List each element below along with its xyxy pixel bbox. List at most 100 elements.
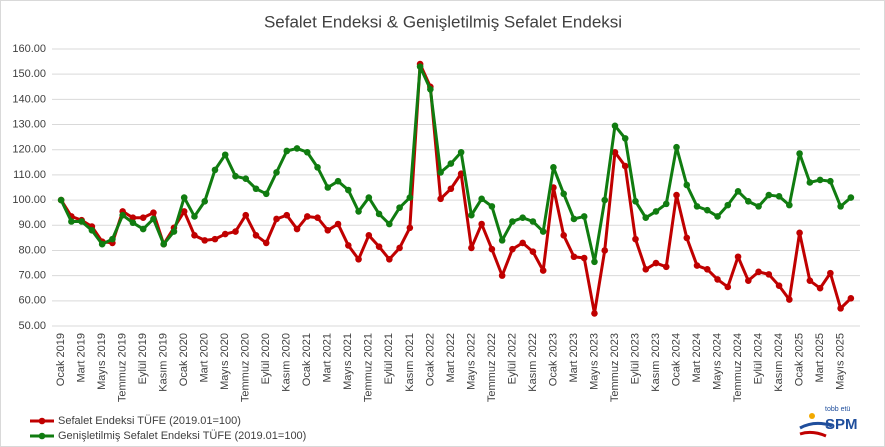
logo-dot [809,413,815,419]
data-point [150,209,157,216]
logo-swoosh [799,430,827,438]
y-tick-label: 70.00 [18,270,46,282]
data-point [580,213,588,220]
x-tick-label: Ocak 2025 [793,333,805,386]
data-point [693,203,701,210]
data-point [673,143,680,151]
x-tick-label: Ocak 2020 [178,333,190,386]
data-point [683,181,691,189]
data-point [78,218,85,225]
data-point [221,230,229,238]
data-point [652,208,660,215]
x-tick-label: Mart 2024 [691,333,703,383]
data-point [724,201,732,209]
data-point [355,255,362,263]
data-point [457,148,465,156]
data-point [293,145,301,152]
data-point [745,198,752,205]
x-tick-label: Temmuz 2023 [609,333,621,402]
data-point [755,203,762,210]
y-tick-label: 110.00 [13,169,46,181]
data-point [827,177,834,185]
data-point [437,169,444,176]
data-point [621,135,629,142]
data-point [806,277,814,284]
data-point [611,148,619,156]
data-point [232,228,239,235]
legend-label: Sefalet Endeksi TÜFE (2019.01=100) [58,415,241,427]
data-point [765,191,773,199]
data-point [191,213,198,220]
data-point [611,122,619,130]
x-tick-label: Mayıs 2022 [465,333,477,390]
y-tick-label: 120.00 [12,144,46,156]
data-point [139,225,147,233]
data-point [519,239,526,247]
data-point [129,219,137,227]
x-tick-label: Ocak 2024 [670,333,682,386]
x-tick-label: Ocak 2023 [547,333,559,386]
data-point [273,215,280,223]
data-point [642,214,650,222]
data-point [283,211,291,219]
data-point [119,211,126,219]
data-point [139,214,147,222]
data-point [591,310,598,317]
data-point [837,203,844,210]
data-point [396,204,403,211]
x-tick-label: Mart 2022 [445,333,457,383]
data-point [714,213,721,220]
x-tick-label: Kasım 2021 [404,333,416,392]
x-tick-label: Mayıs 2024 [711,333,723,390]
chart-title: Sefalet Endeksi & Genişletilmiş Sefalet … [264,12,622,31]
data-point [293,225,301,233]
y-tick-label: 60.00 [18,295,46,307]
data-point [714,276,721,283]
data-point [170,228,178,235]
data-point [550,164,557,171]
x-tick-label: Eylül 2020 [260,333,272,384]
data-point [324,184,332,191]
x-tick-label: Eylül 2022 [506,333,518,384]
logo-swoosh [799,421,833,430]
data-point [683,234,691,242]
data-point [447,160,455,167]
data-point [57,196,65,204]
data-point [252,232,260,239]
data-point [334,220,342,228]
data-point [303,148,311,156]
data-point [468,244,475,252]
x-tick-label: Kasım 2020 [281,333,293,392]
data-point [314,214,321,222]
data-point [570,253,578,261]
data-point [816,176,824,184]
series [57,63,855,266]
data-point [703,266,711,273]
x-tick-label: Mayıs 2025 [835,333,847,390]
x-tick-label: Ocak 2021 [301,333,313,386]
data-point [570,215,578,223]
data-point [734,187,742,195]
data-point [498,272,506,279]
data-point [806,179,814,186]
x-tick-label: Kasım 2019 [158,333,170,392]
data-point [375,243,383,250]
data-point [488,245,496,253]
data-point [345,242,352,249]
data-point [560,190,567,198]
x-tick-label: Ocak 2022 [424,333,436,386]
data-point [796,229,803,237]
series [57,60,855,317]
x-tick-label: Temmuz 2019 [117,333,129,402]
data-point [478,195,485,203]
data-point [160,240,167,248]
data-point [324,227,332,234]
y-tick-label: 140.00 [12,93,46,105]
data-point [662,200,670,208]
data-point [365,194,373,201]
data-point [386,255,393,263]
data-point [129,214,137,222]
x-tick-label: Kasım 2023 [650,333,662,392]
data-point [519,214,526,222]
data-point [406,194,414,201]
